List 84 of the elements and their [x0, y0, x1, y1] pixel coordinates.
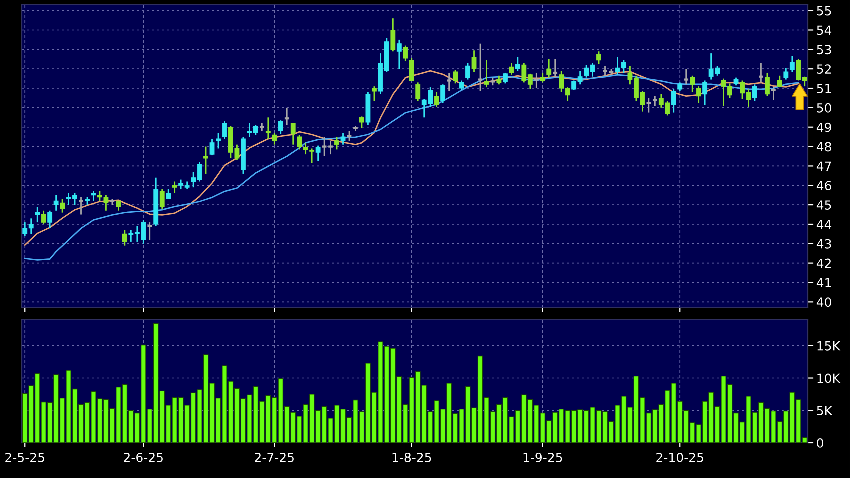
candlestick — [790, 56, 795, 73]
y-tick-label: 49 — [816, 122, 832, 132]
candlestick — [466, 62, 470, 80]
candlestick — [390, 18, 396, 52]
candlestick — [290, 122, 296, 146]
x-tick-label: 1-8-25 — [392, 452, 432, 462]
candlestick — [60, 198, 66, 214]
candlestick — [403, 45, 408, 62]
candlestick — [515, 56, 520, 72]
candlestick — [459, 80, 464, 92]
x-tick-label: 2-6-25 — [124, 452, 163, 462]
candlestick — [764, 72, 770, 97]
y-tick-label: 42 — [816, 258, 831, 268]
candlestick — [477, 43, 484, 92]
candlestick — [278, 120, 284, 135]
candlestick — [502, 72, 508, 84]
candlestick — [297, 134, 302, 150]
candlestick — [440, 84, 446, 104]
candlestick — [777, 75, 782, 88]
candlestick — [91, 190, 96, 202]
candlestick — [272, 132, 278, 146]
candlestick — [484, 60, 490, 88]
candlestick — [48, 210, 53, 230]
candlestick — [210, 138, 215, 156]
candlestick — [546, 58, 552, 79]
y-tick-label: 53 — [817, 45, 832, 55]
y-tick-label: 48 — [816, 142, 832, 152]
candlestick — [166, 188, 172, 200]
candlestick — [321, 136, 328, 158]
candlestick — [266, 116, 271, 140]
candlestick — [360, 116, 364, 130]
y-tick-label: 45 — [816, 200, 832, 210]
candlestick — [372, 86, 377, 102]
candlestick — [690, 75, 696, 94]
candlestick — [310, 148, 315, 164]
y-tick-label: 51 — [817, 84, 832, 94]
candlestick — [409, 58, 414, 82]
candlestick — [602, 65, 608, 77]
candlestick — [784, 67, 789, 80]
y-tick-label: 41 — [816, 278, 832, 288]
candlestick — [222, 120, 228, 140]
candlestick — [509, 62, 514, 76]
candlestick — [702, 80, 708, 106]
candlestick — [540, 72, 546, 84]
y-tick-label: 47 — [816, 162, 832, 171]
candlestick — [172, 181, 178, 194]
candlestick — [671, 88, 676, 114]
candlestick — [696, 86, 702, 104]
candlestick — [396, 39, 402, 70]
y-tick-label: 50 — [817, 103, 832, 113]
y-tick-label: 5K — [817, 406, 833, 416]
candlestick — [116, 200, 122, 212]
candlestick — [216, 132, 221, 150]
y-tick-label: 46 — [816, 181, 832, 191]
y-tick-label: 10K — [818, 374, 841, 384]
candlestick — [472, 50, 477, 73]
y-tick-label: 52 — [817, 64, 831, 74]
y-tick-label: 15K — [818, 342, 841, 351]
y-tick-label: 0 — [817, 438, 824, 448]
y-tick-label: 55 — [817, 6, 832, 16]
candlestick — [122, 230, 128, 247]
candlestick — [334, 136, 340, 150]
y-tick-label: 44 — [816, 220, 832, 230]
candlestick — [160, 188, 165, 210]
x-tick-label: 1-9-25 — [524, 452, 562, 462]
y-tick-label: 43 — [816, 239, 832, 249]
candlestick — [752, 84, 758, 102]
candlestick — [54, 194, 59, 212]
candlestick — [453, 69, 458, 84]
x-tick-label: 2-10-25 — [656, 452, 704, 462]
y-tick-label: 54 — [817, 26, 832, 36]
candlestick — [434, 92, 440, 108]
candlestick — [340, 132, 346, 146]
candlestick — [204, 146, 208, 175]
x-tick-label: 2-5-25 — [6, 452, 44, 462]
x-tick-label: 2-7-25 — [255, 452, 294, 462]
candlestick — [316, 145, 321, 162]
candlestick — [35, 206, 40, 224]
candlestick — [303, 142, 308, 156]
candlestick — [416, 82, 421, 102]
candlestick — [41, 210, 46, 226]
y-tick-label: 40 — [816, 298, 832, 308]
candlestick — [78, 196, 84, 216]
candlestick — [596, 50, 602, 65]
